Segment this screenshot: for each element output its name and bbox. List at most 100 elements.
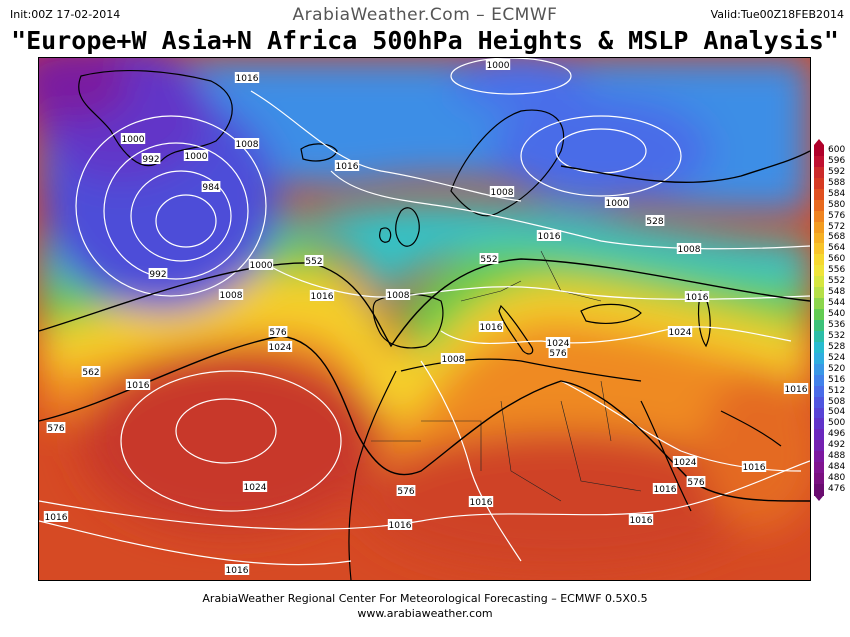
contour-label-bg xyxy=(478,321,504,332)
contour-label-bg xyxy=(267,341,293,352)
legend-label: 476 xyxy=(828,484,846,495)
contour-label: 1016 xyxy=(336,162,359,172)
contour-label: 1024 xyxy=(244,483,267,493)
contour-label-bg xyxy=(248,259,274,270)
contour-label-bg xyxy=(309,290,335,301)
contour-label: 1000 xyxy=(122,135,145,145)
contour-label-bg xyxy=(645,215,665,226)
contour-label-bg xyxy=(234,138,260,149)
footer-credit: ArabiaWeather Regional Center For Meteor… xyxy=(202,592,648,605)
legend-label: 544 xyxy=(828,298,846,309)
contour-label-bg xyxy=(479,253,499,264)
contour-label-bg xyxy=(741,461,767,472)
legend-label: 480 xyxy=(828,473,846,484)
contour-label: 576 xyxy=(549,349,566,359)
legend-label: 508 xyxy=(828,396,846,407)
legend-label: 528 xyxy=(828,341,846,352)
legend-label: 484 xyxy=(828,462,846,473)
legend-swatch xyxy=(814,298,824,310)
legend-swatch xyxy=(814,177,824,190)
legend-swatch xyxy=(814,320,824,332)
legend-swatch xyxy=(814,276,824,288)
contour-label: 1008 xyxy=(491,188,514,198)
contour-label: 1024 xyxy=(269,343,292,353)
legend-label: 540 xyxy=(828,309,846,320)
contour-label: 1008 xyxy=(236,140,259,150)
contour-label-bg xyxy=(304,255,324,266)
contour-label: 992 xyxy=(149,270,166,280)
legend-swatch xyxy=(814,166,824,179)
legend-label: 548 xyxy=(828,287,846,298)
contour-label-bg xyxy=(334,160,360,171)
legend-swatch xyxy=(814,352,824,365)
contour-label-bg xyxy=(234,72,260,83)
map-canvas: 1016 1000 1000 992 1000 1008 984 1016 1008 1000 52… xyxy=(39,58,810,580)
legend-swatch xyxy=(814,341,824,354)
contour-label-bg xyxy=(242,481,268,492)
contour-label-bg xyxy=(81,366,101,377)
contour-label: 984 xyxy=(202,183,219,193)
contour-label-bg xyxy=(396,485,416,496)
contour-label-bg xyxy=(536,230,562,241)
legend-swatch xyxy=(814,265,824,277)
country-borders xyxy=(371,250,642,502)
legend-swatch xyxy=(814,188,824,201)
contour-label-bg xyxy=(224,564,250,575)
contour-label: 1016 xyxy=(785,385,808,395)
coastlines xyxy=(78,69,782,580)
contour-label-layer: 1016 1000 1000 992 1000 1008 984 1016 1008 1000 52… xyxy=(43,59,809,576)
contour-label: 1000 xyxy=(487,61,510,71)
legend-label: 580 xyxy=(828,199,846,210)
legend-label: 588 xyxy=(828,177,846,188)
contour-label-bg xyxy=(604,197,630,208)
contour-label-bg xyxy=(672,456,698,467)
contour-label: 1016 xyxy=(127,381,150,391)
contour-label: 1016 xyxy=(45,513,68,523)
legend-swatch xyxy=(814,145,824,157)
legend-label: 556 xyxy=(828,265,846,276)
legend-label: 568 xyxy=(828,232,846,243)
legend-label: 572 xyxy=(828,221,846,232)
legend-label: 564 xyxy=(828,243,846,254)
legend-label: 524 xyxy=(828,352,846,363)
contour-label-bg xyxy=(667,326,693,337)
contour-label-bg xyxy=(387,519,413,530)
contour-label: 552 xyxy=(305,257,322,267)
contour-label: 1016 xyxy=(686,293,709,303)
contour-label-bg xyxy=(141,153,161,164)
legend-swatch xyxy=(814,418,824,430)
contour-label-bg xyxy=(385,289,411,300)
contour-label-bg xyxy=(684,291,710,302)
contour-label-bg xyxy=(120,133,146,144)
contour-label: 576 xyxy=(47,424,64,434)
contour-label: 1016 xyxy=(236,74,259,84)
legend-swatch xyxy=(814,155,824,168)
contour-label-bg xyxy=(43,511,69,522)
contour-label: 1008 xyxy=(442,355,465,365)
contour-label: 1008 xyxy=(678,245,701,255)
init-time: Init:00Z 17-02-2014 xyxy=(10,8,121,21)
contour-label: 1000 xyxy=(606,199,629,209)
legend-swatch xyxy=(814,199,824,212)
legend-label: 532 xyxy=(828,330,846,341)
legend-label: 584 xyxy=(828,188,846,199)
legend-swatch xyxy=(814,451,824,463)
contour-label-bg xyxy=(628,514,654,525)
color-legend: 600 596 592 588 584 580 576 572 568 564 560 556 552 5… xyxy=(814,139,845,501)
contour-label: 562 xyxy=(82,368,99,378)
contour-label: 1016 xyxy=(480,323,503,333)
contour-label: 992 xyxy=(142,155,159,165)
contour-label: 1016 xyxy=(538,232,561,242)
contour-label-bg xyxy=(201,181,221,192)
contour-label-bg xyxy=(548,347,568,358)
contour-label-bg xyxy=(268,326,288,337)
contour-label-bg xyxy=(783,383,809,394)
legend-swatch xyxy=(814,385,824,398)
contour-label-bg xyxy=(686,476,706,487)
contour-label: 1016 xyxy=(743,463,766,473)
legend-swatch xyxy=(814,232,824,244)
contour-label: 576 xyxy=(269,328,286,338)
contour-label-bg xyxy=(218,289,244,300)
legend-label: 596 xyxy=(828,155,846,166)
legend-label: 504 xyxy=(828,407,846,418)
